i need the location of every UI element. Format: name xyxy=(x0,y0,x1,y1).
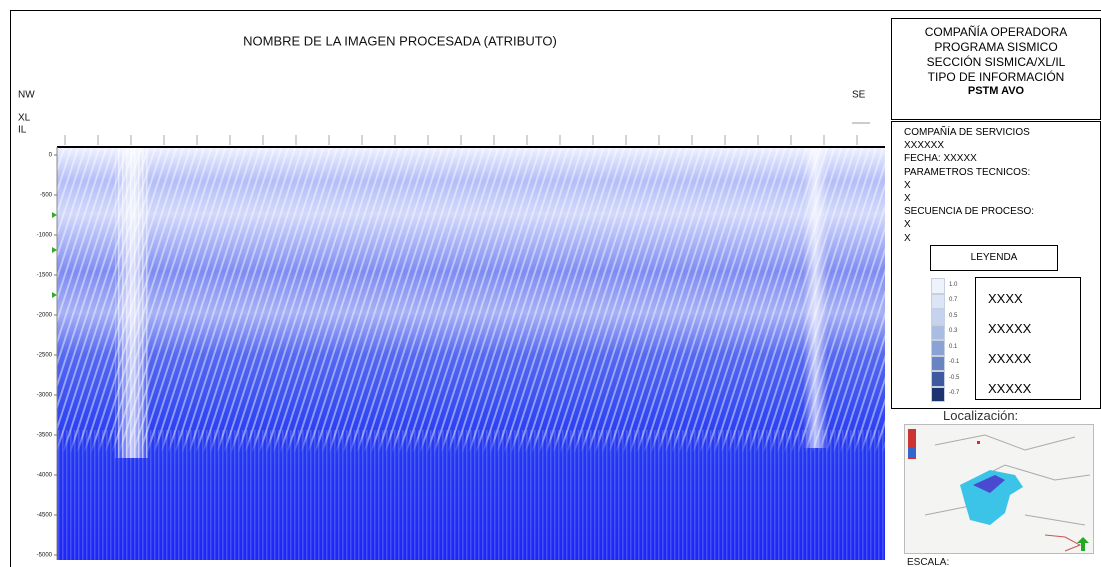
info-line: X xyxy=(904,218,1100,231)
depth-tick-label: -3000 xyxy=(37,393,53,399)
depth-tick-label: -4500 xyxy=(37,513,53,519)
legend-entry: XXXXX xyxy=(988,374,1080,404)
color-swatch xyxy=(931,325,945,341)
xl-label: XL xyxy=(18,113,31,124)
color-scale-label: 0.5 xyxy=(949,313,957,319)
color-scale-label: -0.1 xyxy=(949,359,959,365)
nw-label: NW xyxy=(18,90,35,101)
info-line: XXXXXX xyxy=(904,139,1100,152)
color-scale-label: 0.1 xyxy=(949,344,957,350)
info-line: X xyxy=(904,179,1100,192)
color-swatch xyxy=(931,294,945,310)
il-label: IL xyxy=(18,125,27,136)
color-swatch xyxy=(931,356,945,372)
color-scale-label: 0.3 xyxy=(949,328,957,334)
header-line: SECCIÓN SISMICA/XL/IL xyxy=(892,55,1100,70)
seismic-section: NOMBRE DE LA IMAGEN PROCESADA (ATRIBUTO)… xyxy=(10,10,890,567)
legend-title: LEYENDA xyxy=(930,245,1058,271)
info-line: SECUENCIA DE PROCESO: xyxy=(904,205,1100,218)
depth-tick-label: -1500 xyxy=(37,273,53,279)
section-title: NOMBRE DE LA IMAGEN PROCESADA (ATRIBUTO) xyxy=(243,33,557,48)
se-label: SE xyxy=(852,90,866,101)
depth-tick-label: -4000 xyxy=(37,473,53,479)
location-title: Localización: xyxy=(943,408,1018,423)
scale-label: ESCALA: xyxy=(907,557,949,567)
depth-tick-label: -2000 xyxy=(37,313,53,319)
legend-entry: XXXXX xyxy=(988,314,1080,344)
color-scale-label: -0.5 xyxy=(949,375,959,381)
info-line: COMPAÑÍA DE SERVICIOS xyxy=(904,126,1100,139)
color-bar: 1.0 0.7 0.5 0.3 0.1 -0.1 -0.5 -0.7 xyxy=(931,278,971,402)
legend-entry: XXXXX xyxy=(988,344,1080,374)
location-map xyxy=(904,424,1094,554)
header-line: COMPAÑÍA OPERADORA xyxy=(892,25,1100,40)
color-scale-label: -0.7 xyxy=(949,390,959,396)
color-swatch xyxy=(931,387,945,403)
info-line: X xyxy=(904,192,1100,205)
well-marker xyxy=(52,292,57,298)
depth-tick-label: -500 xyxy=(40,193,53,199)
color-swatch xyxy=(931,371,945,387)
color-swatch xyxy=(931,340,945,356)
color-swatch xyxy=(931,309,945,325)
info-line: PARAMETROS TECNICOS: xyxy=(904,166,1100,179)
header-line: TIPO DE INFORMACIÓN xyxy=(892,70,1100,85)
well-marker xyxy=(52,212,57,218)
header-line: PROGRAMA SISMICO xyxy=(892,40,1100,55)
color-scale-label: 0.7 xyxy=(949,297,957,303)
info-line: X xyxy=(904,232,1100,245)
depth-tick-label: -3500 xyxy=(37,433,53,439)
well-marker xyxy=(52,247,57,253)
header-emphasis: PSTM AVO xyxy=(892,85,1100,97)
depth-tick-label: 0 xyxy=(49,153,53,159)
depth-tick-label: -1000 xyxy=(37,233,53,239)
legend-entry: XXXX xyxy=(988,284,1080,314)
color-swatch xyxy=(931,278,945,294)
bright-column-texture xyxy=(115,148,150,458)
color-scale-label: 1.0 xyxy=(949,282,957,288)
depth-tick-label: -2500 xyxy=(37,353,53,359)
info-line: FECHA: XXXXX xyxy=(904,152,1100,165)
bright-column xyxy=(803,148,828,448)
page: NOMBRE DE LA IMAGEN PROCESADA (ATRIBUTO)… xyxy=(0,0,1101,567)
deep-texture xyxy=(57,430,885,560)
depth-tick-label: -5000 xyxy=(37,553,53,559)
